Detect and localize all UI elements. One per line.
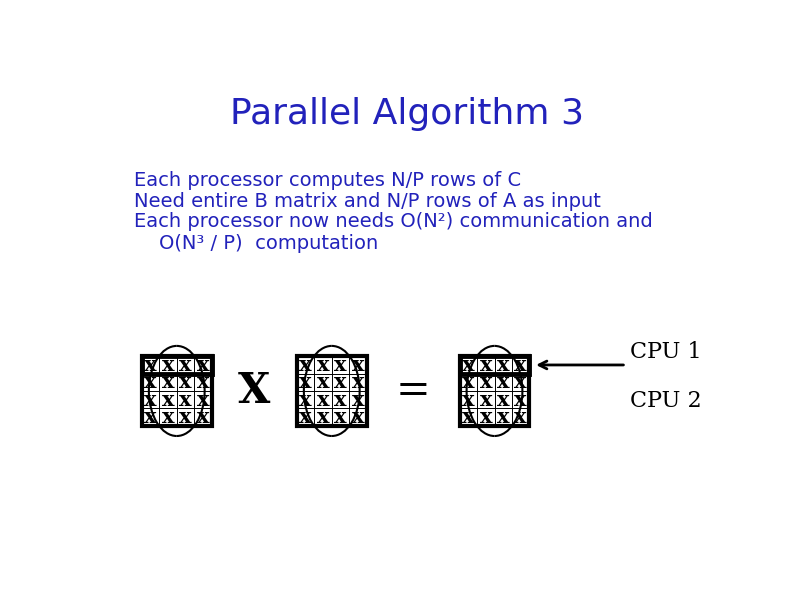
Text: x: x	[162, 390, 174, 409]
Text: =: =	[395, 370, 430, 412]
Text: x: x	[299, 372, 312, 392]
Text: x: x	[497, 407, 510, 427]
Text: x: x	[334, 390, 347, 409]
Bar	[142, 356, 212, 425]
Text: x: x	[197, 355, 209, 375]
Text: Need entire B matrix and N/P rows of A as input: Need entire B matrix and N/P rows of A a…	[134, 192, 601, 211]
Text: x: x	[317, 390, 330, 409]
Text: x: x	[352, 390, 364, 409]
Text: x: x	[145, 390, 157, 409]
Text: x: x	[352, 407, 364, 427]
Text: x: x	[462, 407, 475, 427]
Text: x: x	[515, 407, 527, 427]
Text: x: x	[334, 355, 347, 375]
Text: x: x	[317, 355, 330, 375]
Text: x: x	[145, 355, 157, 375]
Text: x: x	[179, 372, 191, 392]
Text: x: x	[334, 372, 347, 392]
Text: x: x	[515, 390, 527, 409]
Text: x: x	[179, 407, 191, 427]
Bar	[142, 356, 212, 425]
Bar	[460, 356, 530, 425]
Text: x: x	[162, 355, 174, 375]
Text: x: x	[497, 372, 510, 392]
Text: x: x	[162, 372, 174, 392]
Text: x: x	[145, 372, 157, 392]
Text: x: x	[352, 355, 364, 375]
Text: x: x	[145, 407, 157, 427]
Text: CPU 1: CPU 1	[630, 342, 702, 364]
Text: x: x	[462, 372, 475, 392]
Text: Each processor now needs O(N²) communication and
    O(N³ / P)  computation: Each processor now needs O(N²) communica…	[134, 212, 653, 252]
Text: x: x	[162, 407, 174, 427]
Bar	[460, 356, 530, 425]
Text: x: x	[480, 355, 492, 375]
Text: x: x	[197, 407, 209, 427]
Text: x: x	[497, 390, 510, 409]
Bar	[142, 356, 212, 374]
Text: x: x	[179, 355, 191, 375]
Text: x: x	[462, 355, 475, 375]
Text: x: x	[299, 390, 312, 409]
Bar	[297, 356, 367, 425]
Text: X: X	[238, 370, 271, 412]
Text: x: x	[197, 390, 209, 409]
Text: x: x	[480, 407, 492, 427]
Text: x: x	[480, 372, 492, 392]
Text: x: x	[334, 407, 347, 427]
Text: x: x	[497, 355, 510, 375]
Text: x: x	[317, 407, 330, 427]
Text: x: x	[197, 372, 209, 392]
Bar	[297, 356, 367, 425]
Text: Parallel Algorithm 3: Parallel Algorithm 3	[230, 97, 584, 131]
Bar	[460, 356, 530, 374]
Text: x: x	[515, 355, 527, 375]
Text: x: x	[515, 372, 527, 392]
Text: x: x	[462, 390, 475, 409]
Text: x: x	[179, 390, 191, 409]
Text: x: x	[480, 390, 492, 409]
Text: x: x	[299, 355, 312, 375]
Text: x: x	[317, 372, 330, 392]
Text: CPU 2: CPU 2	[630, 390, 702, 412]
Text: x: x	[352, 372, 364, 392]
Text: Each processor computes N/P rows of C: Each processor computes N/P rows of C	[134, 171, 521, 190]
Text: x: x	[299, 407, 312, 427]
